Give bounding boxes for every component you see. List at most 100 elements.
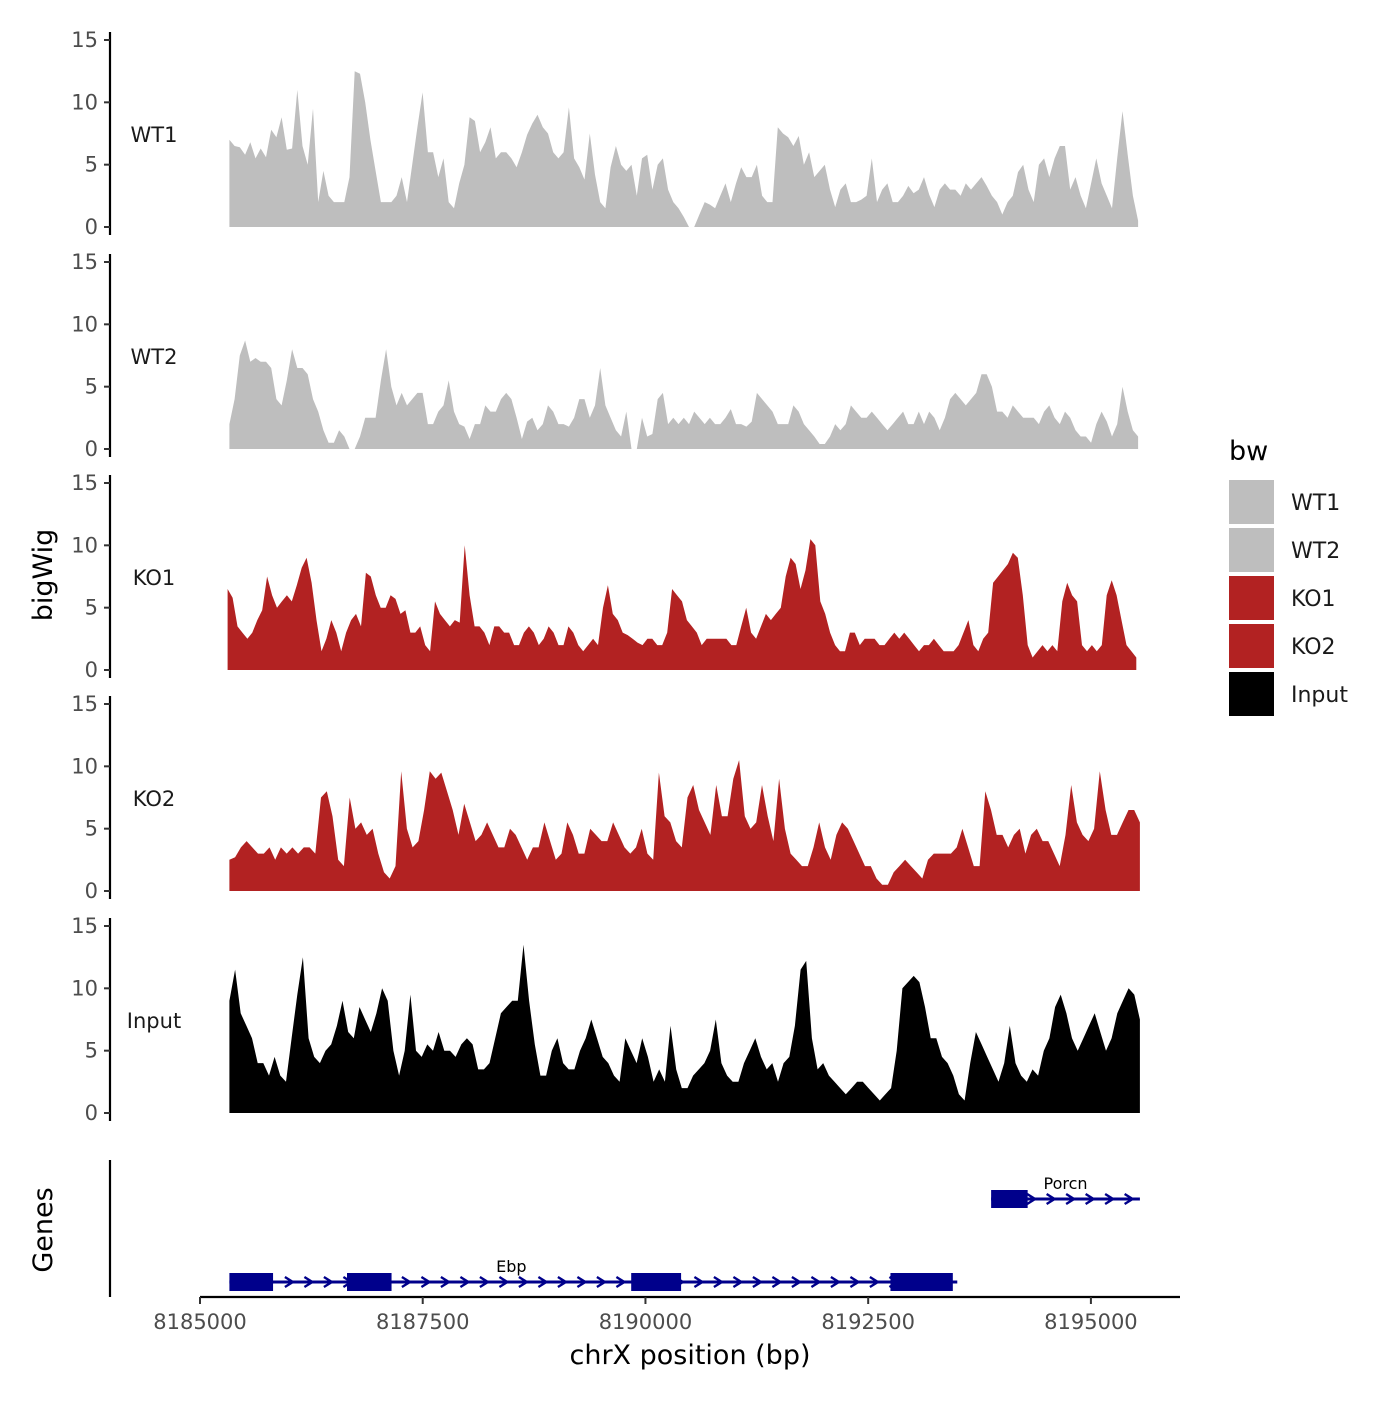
legend-swatch (1229, 576, 1274, 620)
strand-arrow (869, 1275, 881, 1289)
tracks-layer: 0 5 10 15 WT1 0 5 10 15 WT2 0 5 10 15 KO1 0 5 10 15 KO2 0 5 10… (71, 28, 1140, 1125)
strand-arrow (557, 1275, 569, 1289)
track-wt2: 0 5 10 15 WT2 (71, 250, 1139, 461)
y-axis-title: bigWig (28, 529, 59, 622)
y-tick-label: 5 (85, 596, 98, 620)
y-tick-label: 10 (71, 754, 98, 778)
y-tick-label: 5 (85, 375, 98, 399)
strand-arrow (537, 1275, 549, 1289)
coverage-area-wt2 (229, 340, 1139, 449)
y-tick-label: 0 (85, 879, 98, 903)
strand-arrow (1065, 1192, 1077, 1206)
strand-arrow (498, 1275, 510, 1289)
coverage-area-input (229, 944, 1140, 1113)
legend-item-wt2: WT2 (1229, 528, 1340, 572)
y-tick-label: 0 (85, 658, 98, 682)
strand-arrow (479, 1275, 491, 1289)
gene-porcn: Porcn (991, 1174, 1140, 1208)
y-tick-label: 0 (85, 215, 98, 239)
strand-arrow (791, 1275, 803, 1289)
strand-arrow (732, 1275, 744, 1289)
strand-arrow (323, 1275, 335, 1289)
y-tick-label: 5 (85, 153, 98, 177)
y-tick-label: 10 (71, 312, 98, 336)
y-tick-label: 15 (71, 250, 98, 274)
strand-arrow (1045, 1192, 1057, 1206)
legend-swatch (1229, 672, 1274, 716)
legend-item-input: Input (1229, 672, 1348, 716)
y-tick-label: 15 (71, 471, 98, 495)
strand-arrow (303, 1275, 315, 1289)
track-ko2: 0 5 10 15 KO2 (71, 692, 1140, 903)
exon (229, 1273, 274, 1291)
x-tick-label: 8187500 (376, 1310, 470, 1334)
track-label: Input (127, 1009, 181, 1033)
x-tick-label: 8195000 (1044, 1310, 1138, 1334)
strand-arrow (713, 1275, 725, 1289)
legend-label: KO1 (1291, 587, 1336, 612)
strand-arrow (771, 1275, 783, 1289)
y-tick-label: 10 (71, 533, 98, 557)
legend-label: WT2 (1291, 539, 1340, 564)
legend: bw WT1 WT2 KO1 KO2 Input (1229, 436, 1348, 716)
legend-swatch (1229, 528, 1274, 572)
strand-arrow (1026, 1192, 1038, 1206)
exon (631, 1273, 682, 1291)
y-tick-label: 10 (71, 90, 98, 114)
y-tick-label: 0 (85, 1101, 98, 1125)
y-tick-label: 15 (71, 692, 98, 716)
exon (890, 1273, 953, 1291)
legend-item-ko2: KO2 (1229, 624, 1336, 668)
y-tick-label: 10 (71, 976, 98, 1000)
track-label: WT1 (131, 123, 178, 147)
track-label: KO2 (133, 787, 176, 811)
strand-arrow (459, 1275, 471, 1289)
strand-arrow (615, 1275, 627, 1289)
x-axis-title: chrX position (bp) (569, 1340, 810, 1371)
track-ko1: 0 5 10 15 KO1 (71, 471, 1137, 682)
exon (991, 1190, 1028, 1208)
coverage-area-wt1 (229, 71, 1139, 227)
legend-title: bw (1229, 436, 1268, 467)
legend-label: KO2 (1291, 635, 1336, 660)
track-label: WT2 (131, 345, 178, 369)
legend-label: WT1 (1291, 491, 1340, 516)
x-tick-label: 8190000 (599, 1310, 693, 1334)
strand-arrow (284, 1275, 296, 1289)
strand-arrow (1084, 1192, 1096, 1206)
strand-arrow (420, 1275, 432, 1289)
legend-swatch (1229, 624, 1274, 668)
strand-arrow (830, 1275, 842, 1289)
strand-arrow (752, 1275, 764, 1289)
y-tick-label: 15 (71, 914, 98, 938)
strand-arrow (1104, 1192, 1116, 1206)
legend-label: Input (1291, 683, 1348, 708)
legend-item-wt1: WT1 (1229, 480, 1340, 524)
strand-arrow (849, 1275, 861, 1289)
strand-arrow (596, 1275, 608, 1289)
y-tick-label: 5 (85, 817, 98, 841)
exon (347, 1273, 392, 1291)
gene-name-label: Porcn (1044, 1174, 1088, 1193)
strand-arrow (440, 1275, 452, 1289)
track-wt1: 0 5 10 15 WT1 (71, 28, 1139, 239)
y-tick-label: 0 (85, 437, 98, 461)
strand-arrow (693, 1275, 705, 1289)
strand-arrow (401, 1275, 413, 1289)
strand-arrow (1123, 1192, 1135, 1206)
x-axis: 8185000 8187500 8190000 8192500 8195000 (153, 1295, 1180, 1334)
y-tick-label: 5 (85, 1039, 98, 1063)
x-tick-label: 8192500 (821, 1310, 915, 1334)
strand-arrow (518, 1275, 530, 1289)
coverage-area-ko2 (229, 760, 1140, 891)
legend-item-ko1: KO1 (1229, 576, 1336, 620)
x-tick-label: 8185000 (153, 1310, 247, 1334)
legend-swatch (1229, 480, 1274, 524)
genes-layer: Ebp Porcn (108, 1160, 1140, 1297)
track-input: 0 5 10 15 Input (71, 914, 1140, 1125)
strand-arrow (576, 1275, 588, 1289)
y-tick-label: 15 (71, 28, 98, 52)
gene-ebp: Ebp (229, 1257, 958, 1291)
